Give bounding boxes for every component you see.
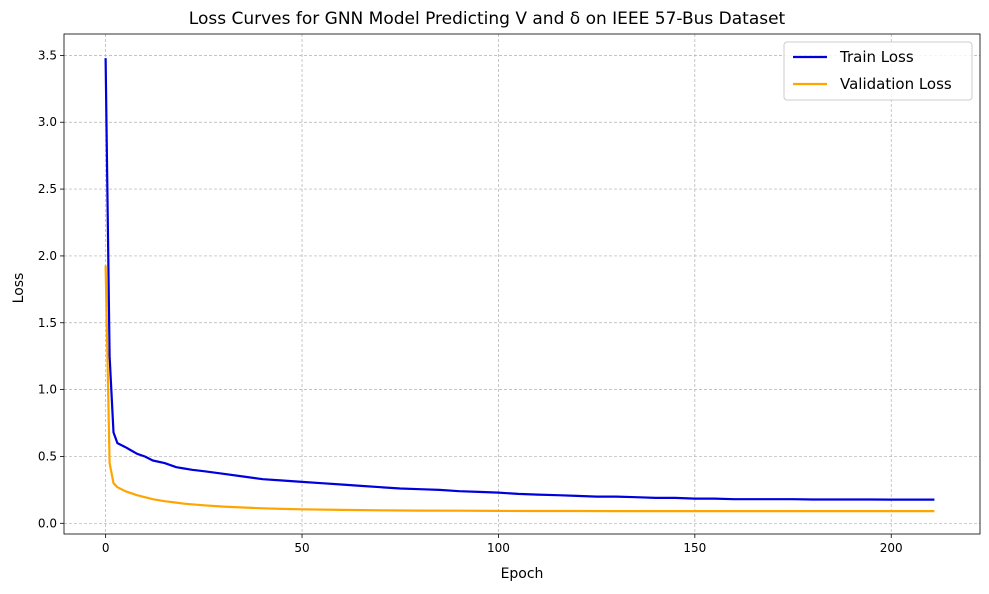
series-lines (104, 58, 935, 513)
chart-title: Loss Curves for GNN Model Predicting V a… (189, 9, 786, 29)
y-tick-label: 1.0 (38, 383, 57, 397)
legend: Train Loss Validation Loss (783, 41, 973, 101)
y-tick-label: 1.5 (38, 316, 57, 330)
legend-box (783, 41, 973, 101)
y-tick-label: 3.0 (38, 115, 57, 129)
x-tick-label: 0 (102, 541, 110, 555)
y-tick-label: 0.5 (38, 449, 57, 463)
legend-label-validation-loss: Validation Loss (840, 75, 952, 93)
y-tick-label: 2.5 (38, 182, 57, 196)
train-loss-line (104, 58, 935, 501)
grid-lines (64, 34, 980, 534)
x-tick-label: 50 (294, 541, 309, 555)
x-tick-label: 150 (683, 541, 706, 555)
x-tick-label: 200 (880, 541, 903, 555)
x-tick-label: 100 (487, 541, 510, 555)
plot-frame (63, 33, 981, 535)
x-axis-title: Epoch (501, 566, 544, 582)
y-axis-title: Loss (11, 273, 27, 304)
y-tick-label: 2.0 (38, 249, 57, 263)
x-axis-ticks: 0 50 100 150 200 (102, 534, 903, 555)
y-axis-ticks: 0.0 0.5 1.0 1.5 2.0 2.5 3.0 3.5 (38, 48, 64, 530)
validation-loss-line (104, 265, 935, 513)
y-tick-label: 0.0 (38, 516, 57, 530)
legend-label-train-loss: Train Loss (839, 48, 914, 66)
y-tick-label: 3.5 (38, 48, 57, 62)
